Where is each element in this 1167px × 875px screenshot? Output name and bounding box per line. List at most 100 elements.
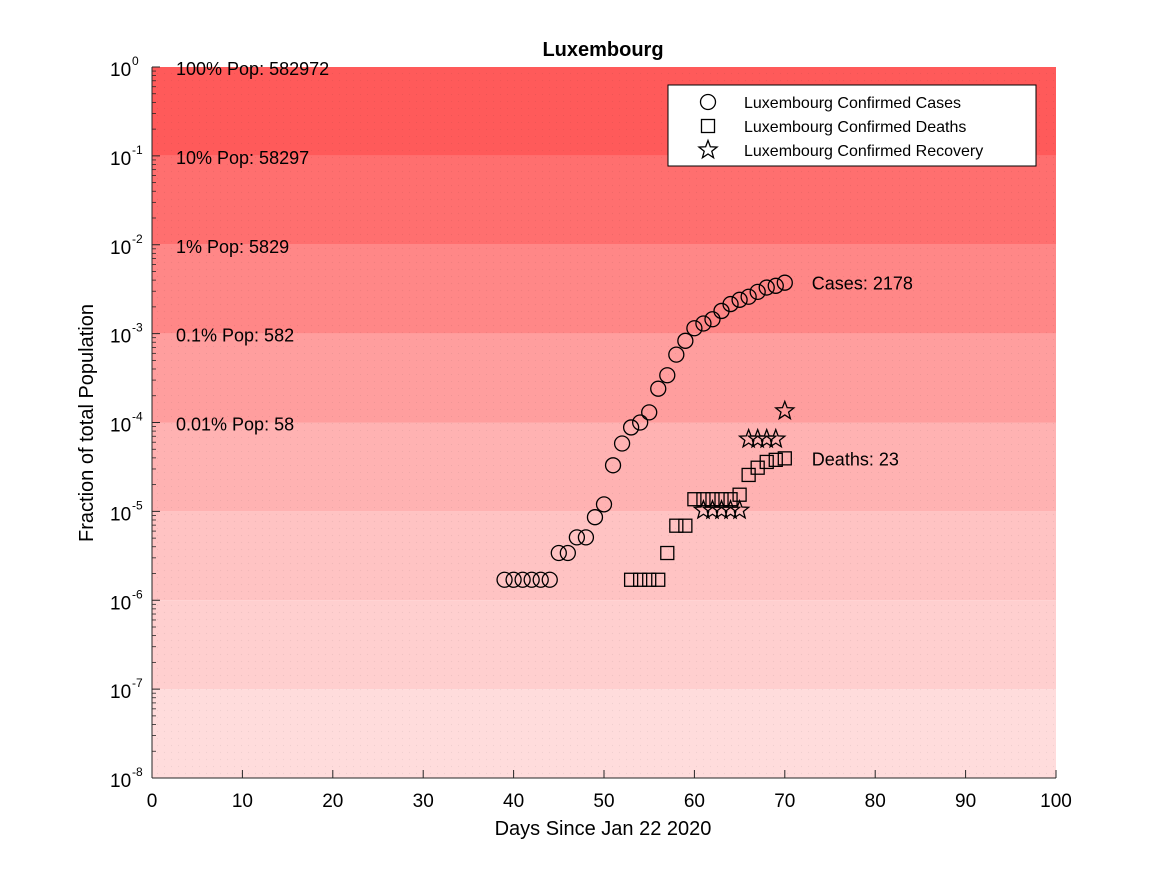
- x-tick-label: 70: [774, 791, 795, 812]
- case-point: [686, 320, 703, 337]
- case-point: [559, 544, 576, 562]
- y-axis-title: Fraction of total Population: [76, 304, 98, 542]
- legend-box: [667, 84, 1037, 167]
- legend-label: Luxembourg Confirmed Cases: [744, 95, 961, 112]
- y-tick-exponent: 0: [132, 54, 139, 68]
- band-label: 100% Pop: 582972: [176, 59, 329, 79]
- case-point: [586, 509, 604, 526]
- case-point: [668, 346, 685, 363]
- case-point: [722, 295, 739, 313]
- case-point: [776, 274, 793, 291]
- y-tick-label: 10 -5: [110, 498, 143, 525]
- case-point: [731, 291, 748, 308]
- x-tick-label: 20: [322, 791, 343, 812]
- y-tick-exponent: -5: [132, 498, 143, 512]
- case-point: [641, 404, 658, 421]
- case-point: [695, 315, 712, 332]
- y-tick-base: 10: [110, 593, 131, 614]
- death-point: [660, 545, 675, 561]
- legend-item: Luxembourg Confirmed Cases: [699, 93, 961, 112]
- case-point: [677, 332, 694, 349]
- series-end-label: Deaths: 23: [812, 449, 899, 469]
- x-tick-label: 50: [593, 791, 614, 812]
- x-tick-label: 100: [1040, 791, 1072, 812]
- x-tick-label: 40: [503, 791, 524, 812]
- y-tick-exponent: -4: [132, 410, 143, 424]
- legend-item: Luxembourg Confirmed Deaths: [700, 118, 966, 136]
- y-tick-label: 10 -2: [110, 232, 143, 259]
- legend-marker-star: [697, 138, 719, 160]
- death-point: [768, 452, 783, 467]
- case-point: [740, 288, 757, 305]
- band-label: 10% Pop: 58297: [176, 148, 309, 168]
- series-star: [692, 399, 796, 520]
- case-point: [650, 380, 667, 397]
- death-point: [623, 572, 639, 587]
- end-labels: Cases: 2178 Deaths: 23: [812, 274, 913, 470]
- y-tick-label: 10 -6: [110, 587, 143, 614]
- series-square: [623, 451, 792, 587]
- death-point: [651, 572, 666, 587]
- y-tick-base: 10: [110, 327, 131, 348]
- legend-marker-circle: [699, 93, 717, 111]
- case-point: [632, 414, 649, 431]
- death-point: [777, 451, 792, 466]
- death-point: [714, 492, 729, 507]
- death-point: [642, 572, 657, 587]
- y-tick-exponent: -8: [132, 765, 143, 779]
- y-tick-exponent: -2: [132, 232, 143, 246]
- x-tick-label: 30: [413, 791, 434, 812]
- band-label: 0.1% Pop: 582: [176, 326, 294, 346]
- legend: Luxembourg Confirmed Cases Luxembourg Con…: [667, 84, 1037, 167]
- case-point: [622, 419, 640, 436]
- y-tick-base: 10: [110, 682, 131, 703]
- case-point: [595, 496, 613, 513]
- y-tick-label: 10 -7: [110, 676, 143, 703]
- case-point: [550, 544, 567, 562]
- band-texture: [152, 67, 1056, 778]
- legend-label: Luxembourg Confirmed Recovery: [744, 143, 983, 160]
- ticks: 0 10 20 30 40 50 60 70 80 90 10010-810-710-610-510…: [110, 54, 1072, 812]
- recovery-point: [728, 498, 751, 520]
- case-point: [532, 571, 549, 588]
- death-point: [669, 518, 684, 533]
- recovery-point: [773, 399, 796, 421]
- case-point: [659, 367, 676, 384]
- y-tick-label: 10 -4: [110, 410, 143, 437]
- death-point: [750, 460, 765, 475]
- case-point: [514, 571, 531, 588]
- case-point: [496, 571, 513, 588]
- x-tick-label: 60: [684, 791, 705, 812]
- case-point: [577, 529, 595, 546]
- x-axis-title: Days Since Jan 22 2020: [495, 818, 712, 840]
- y-tick-label: 10 -1: [110, 143, 143, 170]
- y-tick-label: 10 -8: [110, 765, 143, 792]
- case-point: [767, 277, 784, 294]
- death-point: [687, 492, 702, 507]
- case-point: [749, 283, 766, 301]
- x-tick-label: 80: [865, 791, 886, 812]
- legend-label: Luxembourg Confirmed Deaths: [744, 119, 966, 136]
- series-end-label: Cases: 2178: [812, 274, 913, 294]
- legend-marker-square: [700, 118, 716, 134]
- y-tick-base: 10: [110, 149, 131, 170]
- y-tick-base: 10: [110, 416, 131, 437]
- data-marks: [496, 274, 796, 588]
- y-tick-base: 10: [110, 60, 131, 81]
- x-tick-label: 90: [955, 791, 976, 812]
- case-point: [758, 279, 775, 296]
- case-point: [505, 571, 522, 588]
- legend-item: Luxembourg Confirmed Recovery: [697, 138, 983, 160]
- x-tick-label: 10: [232, 791, 253, 812]
- death-point: [678, 518, 693, 533]
- y-tick-label: 10 0: [110, 54, 139, 81]
- y-tick-exponent: -1: [132, 143, 143, 157]
- y-tick-base: 10: [110, 504, 131, 525]
- death-point: [741, 467, 756, 483]
- y-tick-label: 10 -3: [110, 321, 143, 348]
- x-tick-label: 0: [147, 791, 158, 812]
- y-tick-exponent: -7: [132, 676, 143, 690]
- band-label: 0.01% Pop: 58: [176, 415, 294, 435]
- y-tick-exponent: -6: [132, 587, 143, 601]
- case-point: [541, 571, 558, 588]
